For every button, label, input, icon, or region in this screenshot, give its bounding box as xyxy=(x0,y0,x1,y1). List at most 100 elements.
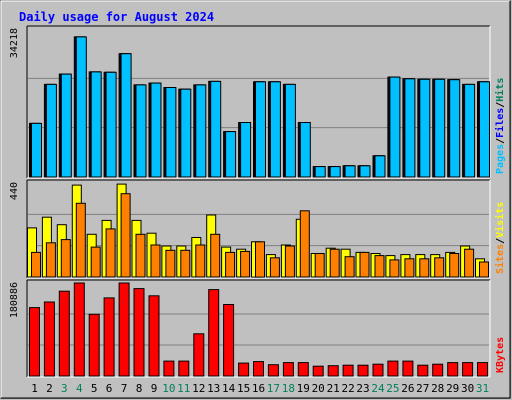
bar-sites-day-4 xyxy=(75,202,86,278)
bar-sites-day-14 xyxy=(225,251,236,278)
bar-sites-day-22 xyxy=(344,256,355,278)
bar-kbytes-day-14 xyxy=(223,304,235,377)
x-axis: 1 2 3 4 5 6 7 8 9 10 11 12 13 14 15 16 17 18 19 20 21 22 23 24 2… xyxy=(31,382,489,395)
bar-pages-day-17 xyxy=(269,81,281,178)
panels: 34218Pages/Files/Hits440Sites/Visits1808… xyxy=(9,25,506,378)
bar-pages-day-12 xyxy=(195,84,207,178)
legend-separator: / xyxy=(495,102,506,108)
bar-sites-day-7 xyxy=(120,193,131,278)
bar-sites-day-6 xyxy=(105,228,116,278)
bar-pages-day-14 xyxy=(225,131,237,178)
x-tick-label-day-7: 7 xyxy=(121,382,128,395)
bar-pages-day-10 xyxy=(165,87,177,178)
bar-pages-day-5 xyxy=(90,71,102,178)
x-tick-label-day-25: 25 xyxy=(386,382,399,395)
bar-kbytes-day-30 xyxy=(462,362,474,377)
bar-sites-day-1 xyxy=(31,251,41,278)
x-tick-label-day-14: 14 xyxy=(222,382,236,395)
bar-sites-day-21 xyxy=(329,248,340,278)
bar-pages-day-16 xyxy=(255,81,266,178)
bar-pages-day-19 xyxy=(299,122,311,178)
bar-pages-day-11 xyxy=(180,88,192,178)
x-tick-label-day-21: 21 xyxy=(327,382,340,395)
legend-separator: / xyxy=(495,238,506,244)
bar-kbytes-day-28 xyxy=(432,363,444,377)
bar-sites-day-23 xyxy=(359,251,370,278)
bar-kbytes-day-16 xyxy=(253,361,264,377)
bar-kbytes-day-29 xyxy=(447,362,459,377)
bar-kbytes-day-15 xyxy=(238,362,250,377)
bar-kbytes-day-11 xyxy=(178,360,190,377)
bar-pages-day-31 xyxy=(479,81,490,178)
legend-files: Files xyxy=(494,108,506,138)
x-tick-label-day-2: 2 xyxy=(46,382,53,395)
panel-kbytes: 180886 KBytes xyxy=(9,279,506,378)
bar-pages-day-26 xyxy=(404,78,416,178)
bar-kbytes-day-23 xyxy=(357,364,369,377)
bar-sites-day-13 xyxy=(210,233,221,278)
x-tick-label-day-15: 15 xyxy=(237,382,250,395)
bar-sites-day-26 xyxy=(404,258,415,278)
bar-sites-day-11 xyxy=(180,249,191,278)
x-tick-label-day-20: 20 xyxy=(312,382,325,395)
bar-sites-day-27 xyxy=(419,258,430,278)
x-tick-label-day-5: 5 xyxy=(91,382,98,395)
bar-pages-day-24 xyxy=(374,155,386,178)
bar-kbytes-day-6 xyxy=(103,297,115,377)
bar-pages-day-6 xyxy=(105,71,117,178)
x-tick-label-day-26: 26 xyxy=(401,382,414,395)
x-tick-label-day-9: 9 xyxy=(151,382,158,395)
bar-pages-day-2 xyxy=(45,83,57,178)
bar-kbytes-day-18 xyxy=(282,362,294,377)
bar-kbytes-day-19 xyxy=(297,362,309,377)
x-tick-label-day-17: 17 xyxy=(267,382,280,395)
x-tick-label-day-16: 16 xyxy=(252,382,265,395)
x-tick-label-day-28: 28 xyxy=(431,382,444,395)
bar-sites-day-3 xyxy=(60,239,71,278)
bar-sites-day-31 xyxy=(479,261,489,278)
bar-kbytes-day-5 xyxy=(88,313,100,377)
bar-kbytes-day-24 xyxy=(372,363,384,377)
bar-sites-day-20 xyxy=(314,253,325,278)
bar-pages-day-18 xyxy=(284,83,296,178)
bar-sites-day-10 xyxy=(165,249,176,278)
x-tick-label-day-4: 4 xyxy=(76,382,83,395)
bar-sites-day-9 xyxy=(150,244,161,278)
bar-kbytes-day-17 xyxy=(267,364,279,377)
bar-sites-day-18 xyxy=(284,245,295,278)
bar-sites-day-24 xyxy=(374,255,385,278)
legend-separator: / xyxy=(495,138,506,144)
bar-sites-day-2 xyxy=(45,242,56,278)
panel-visits-sites: 440 Sites/Visits xyxy=(9,179,506,279)
x-tick-label-day-18: 18 xyxy=(282,382,295,395)
bar-pages-day-4 xyxy=(75,36,87,178)
x-tick-label-day-6: 6 xyxy=(106,382,113,395)
bar-sites-day-29 xyxy=(449,253,460,278)
bar-kbytes-day-20 xyxy=(312,365,324,377)
x-tick-label-day-3: 3 xyxy=(61,382,68,395)
bar-sites-day-12 xyxy=(195,244,206,278)
x-tick-label-day-24: 24 xyxy=(371,382,385,395)
panel-legend: KBytes xyxy=(495,337,506,373)
x-tick-label-day-23: 23 xyxy=(356,382,369,395)
bar-pages-day-22 xyxy=(344,165,356,178)
bar-sites-day-19 xyxy=(299,210,310,278)
bar-kbytes-day-1 xyxy=(29,307,40,377)
scale-label: 180886 xyxy=(9,282,20,318)
x-tick-label-day-22: 22 xyxy=(341,382,354,395)
bar-kbytes-day-13 xyxy=(208,289,220,377)
bar-sites-day-5 xyxy=(90,246,101,278)
bar-pages-day-30 xyxy=(464,83,476,178)
bar-pages-day-29 xyxy=(449,79,461,178)
bar-kbytes-day-22 xyxy=(342,364,354,377)
bar-kbytes-day-4 xyxy=(73,282,85,377)
bar-kbytes-day-3 xyxy=(58,290,70,377)
bar-kbytes-day-26 xyxy=(402,360,414,377)
bar-sites-day-8 xyxy=(135,233,146,278)
legend-kbytes: KBytes xyxy=(495,337,506,373)
bar-kbytes-day-9 xyxy=(148,295,160,377)
bar-kbytes-day-31 xyxy=(477,362,488,377)
bar-sites-day-16 xyxy=(255,241,265,278)
bar-sites-day-15 xyxy=(240,250,251,278)
